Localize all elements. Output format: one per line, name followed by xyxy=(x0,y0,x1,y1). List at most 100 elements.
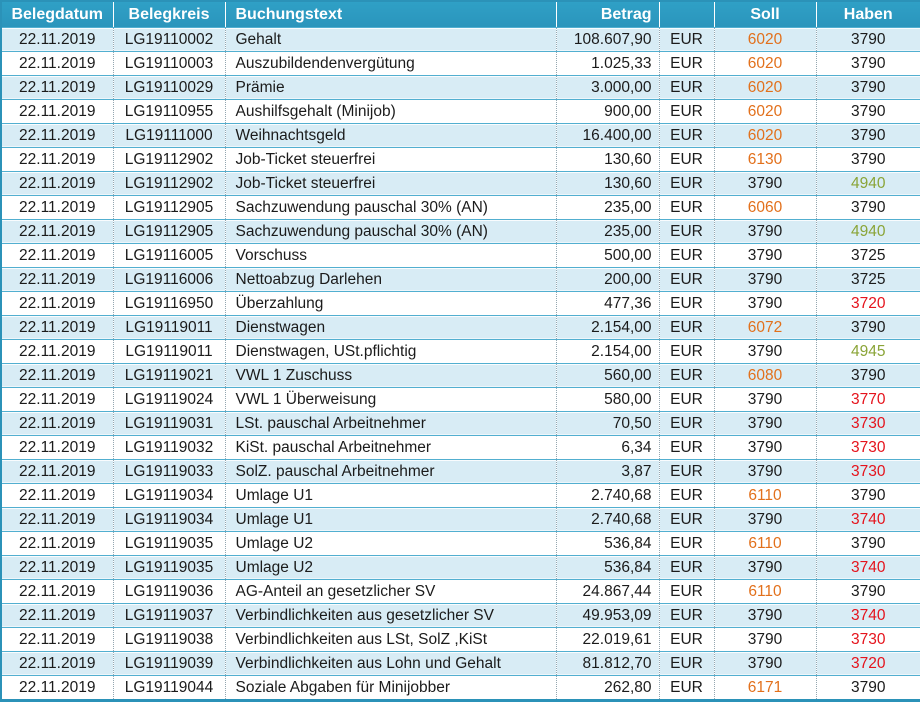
cell-soll: 6130 xyxy=(713,147,816,172)
cell-currency: EUR xyxy=(658,363,714,388)
cell-soll: 6020 xyxy=(713,75,816,100)
cell-betrag: 477,36 xyxy=(555,291,659,316)
cell-buchungstext: Nettoabzug Darlehen xyxy=(224,267,556,292)
cell-buchungstext: Vorschuss xyxy=(224,243,556,268)
cell-belegkreis: LG19116005 xyxy=(112,243,225,268)
column-header-betrag: Betrag xyxy=(555,1,659,28)
cell-currency: EUR xyxy=(658,339,714,364)
table-row: 22.11.2019 LG19116005 Vorschuss 500,00 EUR 37… xyxy=(1,243,920,268)
cell-haben: 3790 xyxy=(815,483,920,508)
table-row: 22.11.2019 LG19119037 Verbindlichkeiten au… xyxy=(1,603,920,628)
cell-buchungstext: Sachzuwendung pauschal 30% (AN) xyxy=(224,195,556,220)
cell-currency: EUR xyxy=(658,627,714,652)
cell-haben: 3740 xyxy=(815,603,920,628)
cell-soll: 3790 xyxy=(713,507,816,532)
cell-haben: 3790 xyxy=(815,27,920,52)
table-row: 22.11.2019 LG19119038 Verbindlichkeiten au… xyxy=(1,627,920,652)
cell-buchungstext: KiSt. pauschal Arbeitnehmer xyxy=(224,435,556,460)
cell-soll: 3790 xyxy=(713,459,816,484)
cell-belegkreis: LG19119021 xyxy=(112,363,225,388)
cell-soll: 3790 xyxy=(713,171,816,196)
table-row: 22.11.2019 LG19119044 Soziale Abgaben für … xyxy=(1,675,920,701)
cell-currency: EUR xyxy=(658,603,714,628)
table-row: 22.11.2019 LG19110003 Auszubildendenvergüt… xyxy=(1,51,920,76)
cell-buchungstext: AG-Anteil an gesetzlicher SV xyxy=(224,579,556,604)
cell-belegdatum: 22.11.2019 xyxy=(1,291,113,316)
cell-currency: EUR xyxy=(658,171,714,196)
cell-currency: EUR xyxy=(658,123,714,148)
table-row: 22.11.2019 LG19119032 KiSt. pauschal Arbei… xyxy=(1,435,920,460)
table-row: 22.11.2019 LG19119031 LSt. pauschal Arbeit… xyxy=(1,411,920,436)
cell-currency: EUR xyxy=(658,291,714,316)
cell-belegdatum: 22.11.2019 xyxy=(1,99,113,124)
cell-belegkreis: LG19116006 xyxy=(112,267,225,292)
column-header-soll: Soll xyxy=(713,1,816,28)
cell-soll: 3790 xyxy=(713,603,816,628)
cell-betrag: 24.867,44 xyxy=(555,579,659,604)
header-row: Belegdatum Belegkreis Buchungstext Betra… xyxy=(1,1,920,28)
cell-currency: EUR xyxy=(658,99,714,124)
cell-soll: 3790 xyxy=(713,651,816,676)
cell-belegkreis: LG19119033 xyxy=(112,459,225,484)
cell-betrag: 3,87 xyxy=(555,459,659,484)
cell-betrag: 130,60 xyxy=(555,147,659,172)
cell-belegkreis: LG19119039 xyxy=(112,651,225,676)
cell-buchungstext: Umlage U1 xyxy=(224,507,556,532)
cell-buchungstext: Umlage U2 xyxy=(224,555,556,580)
cell-haben: 4945 xyxy=(815,339,920,364)
cell-belegdatum: 22.11.2019 xyxy=(1,675,113,701)
cell-buchungstext: Umlage U2 xyxy=(224,531,556,556)
cell-haben: 3790 xyxy=(815,579,920,604)
cell-haben: 3790 xyxy=(815,531,920,556)
cell-soll: 6171 xyxy=(713,675,816,701)
cell-haben: 3790 xyxy=(815,147,920,172)
cell-belegkreis: LG19119037 xyxy=(112,603,225,628)
cell-soll: 3790 xyxy=(713,411,816,436)
cell-currency: EUR xyxy=(658,267,714,292)
cell-currency: EUR xyxy=(658,483,714,508)
cell-betrag: 130,60 xyxy=(555,171,659,196)
cell-buchungstext: Dienstwagen xyxy=(224,315,556,340)
cell-buchungstext: Sachzuwendung pauschal 30% (AN) xyxy=(224,219,556,244)
cell-haben: 3725 xyxy=(815,243,920,268)
cell-betrag: 900,00 xyxy=(555,99,659,124)
cell-buchungstext: SolZ. pauschal Arbeitnehmer xyxy=(224,459,556,484)
cell-belegkreis: LG19116950 xyxy=(112,291,225,316)
cell-buchungstext: Verbindlichkeiten aus Lohn und Gehalt xyxy=(224,651,556,676)
cell-buchungstext: Soziale Abgaben für Minijobber xyxy=(224,675,556,701)
cell-currency: EUR xyxy=(658,75,714,100)
cell-belegdatum: 22.11.2019 xyxy=(1,531,113,556)
cell-betrag: 536,84 xyxy=(555,555,659,580)
cell-soll: 6080 xyxy=(713,363,816,388)
cell-belegdatum: 22.11.2019 xyxy=(1,267,113,292)
cell-soll: 3790 xyxy=(713,627,816,652)
cell-soll: 3790 xyxy=(713,243,816,268)
cell-currency: EUR xyxy=(658,555,714,580)
cell-betrag: 3.000,00 xyxy=(555,75,659,100)
cell-belegkreis: LG19110029 xyxy=(112,75,225,100)
cell-belegkreis: LG19111000 xyxy=(112,123,225,148)
cell-haben: 3740 xyxy=(815,507,920,532)
cell-buchungstext: Überzahlung xyxy=(224,291,556,316)
cell-currency: EUR xyxy=(658,195,714,220)
cell-belegdatum: 22.11.2019 xyxy=(1,435,113,460)
cell-belegdatum: 22.11.2019 xyxy=(1,483,113,508)
cell-belegkreis: LG19119034 xyxy=(112,483,225,508)
cell-betrag: 2.740,68 xyxy=(555,483,659,508)
cell-buchungstext: Weihnachtsgeld xyxy=(224,123,556,148)
cell-soll: 3790 xyxy=(713,387,816,412)
table-row: 22.11.2019 LG19111000 Weihnachtsgeld 16.400… xyxy=(1,123,920,148)
cell-belegdatum: 22.11.2019 xyxy=(1,459,113,484)
table-row: 22.11.2019 LG19112905 Sachzuwendung pausch… xyxy=(1,195,920,220)
cell-haben: 4940 xyxy=(815,219,920,244)
cell-belegkreis: LG19119035 xyxy=(112,555,225,580)
cell-buchungstext: Verbindlichkeiten aus gesetzlicher SV xyxy=(224,603,556,628)
table-row: 22.11.2019 LG19119036 AG-Anteil an gesetzl… xyxy=(1,579,920,604)
cell-soll: 3790 xyxy=(713,291,816,316)
column-header-belegkreis: Belegkreis xyxy=(112,1,225,28)
cell-belegkreis: LG19110003 xyxy=(112,51,225,76)
cell-buchungstext: LSt. pauschal Arbeitnehmer xyxy=(224,411,556,436)
table-row: 22.11.2019 LG19119039 Verbindlichkeiten au… xyxy=(1,651,920,676)
cell-haben: 3720 xyxy=(815,651,920,676)
